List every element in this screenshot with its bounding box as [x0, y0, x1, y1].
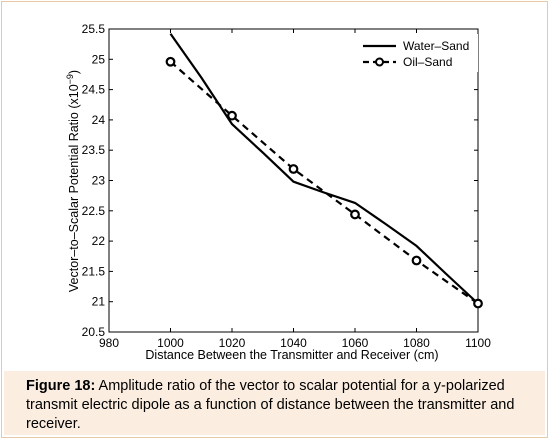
figure-caption: Figure 18: Amplitude ratio of the vector…	[4, 371, 545, 435]
y-tick-label: 24.5	[82, 83, 106, 97]
x-axis-label: Distance Between the Transmitter and Rec…	[145, 348, 438, 362]
y-tick-label: 20.5	[82, 325, 106, 339]
legend: Water–Sand Oil–Sand	[356, 34, 478, 72]
legend-label-oil-sand: Oil–Sand	[403, 55, 452, 69]
y-tick-label: 21	[92, 295, 106, 309]
legend-marker-oil-sand	[375, 57, 384, 67]
y-axis-label-exponent: −9	[65, 74, 75, 84]
x-tick-label: 980	[99, 336, 119, 350]
legend-label-water-sand: Water–Sand	[403, 39, 469, 53]
data-point-oil-sand	[350, 209, 360, 220]
x-tick-label: 1040	[280, 336, 307, 350]
y-tick-label: 25	[92, 52, 106, 66]
y-tick-label: 22.5	[82, 204, 106, 218]
y-tick-label: 24	[92, 113, 106, 127]
x-tick-label: 1080	[403, 336, 430, 350]
y-axis-label-suffix: )	[67, 70, 81, 74]
x-tick-label: 1020	[219, 336, 246, 350]
y-tick-label: 25.5	[82, 22, 106, 36]
x-tick-label: 1100	[465, 336, 491, 350]
series-line-oil-sand	[169, 60, 479, 305]
legend-box	[356, 34, 478, 72]
data-point-oil-sand	[165, 56, 176, 67]
series-group	[165, 33, 483, 309]
data-point-oil-sand	[288, 164, 299, 174]
y-tick-label: 22	[92, 234, 106, 248]
x-tick-label: 1000	[157, 336, 184, 350]
y-tick-label: 23.5	[82, 143, 106, 157]
data-point-oil-sand	[227, 110, 237, 121]
axis-ticks: 980 1000 1020 1040 1060 1080 1100 20.5 21 21.5 22 2…	[82, 22, 492, 350]
x-tick-label: 1060	[342, 336, 369, 350]
y-tick-label: 23	[92, 174, 106, 188]
y-axis-label-main: Vector–to–Scalar Potential Ratio (x10	[67, 84, 81, 292]
y-axis-label: Vector–to–Scalar Potential Ratio (x10−9)	[65, 70, 81, 292]
data-point-oil-sand	[411, 255, 422, 266]
series-line-water-sand	[169, 33, 479, 305]
data-point-oil-sand	[473, 298, 483, 309]
caption-text: Amplitude ratio of the vector to scalar …	[26, 378, 515, 432]
y-tick-label: 21.5	[82, 264, 106, 278]
line-chart: 980 1000 1020 1040 1060 1080 1100 20.5 21 21.5 22 2…	[65, 22, 492, 362]
caption-label: Figure 18:	[26, 378, 96, 394]
